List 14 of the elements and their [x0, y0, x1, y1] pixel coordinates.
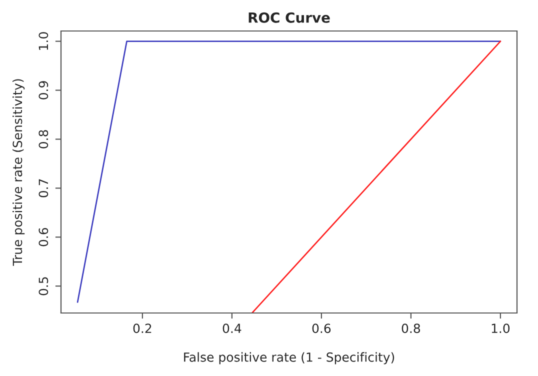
- x-tick-label: 0.8: [402, 324, 420, 334]
- x-tick-label: 0.2: [133, 324, 152, 334]
- x-tick-label: 0.4: [222, 324, 242, 334]
- x-tick-label: 0.6: [312, 324, 331, 334]
- y-axis-title: True positive rate (Sensitivity): [12, 79, 25, 266]
- x-axis-title: False positive rate (1 - Specificity): [184, 352, 394, 364]
- y-tick-label: 0.6: [38, 228, 48, 246]
- y-tick-label: 0.8: [38, 130, 48, 148]
- y-tick-label: 0.7: [38, 179, 48, 198]
- x-tick-label: 1.0: [492, 324, 510, 334]
- y-tick-label: 1.0: [38, 32, 48, 50]
- y-tick-label: 0.9: [38, 81, 48, 100]
- chart-title: ROC Curve: [248, 12, 330, 23]
- y-tick-label: 0.5: [38, 277, 48, 296]
